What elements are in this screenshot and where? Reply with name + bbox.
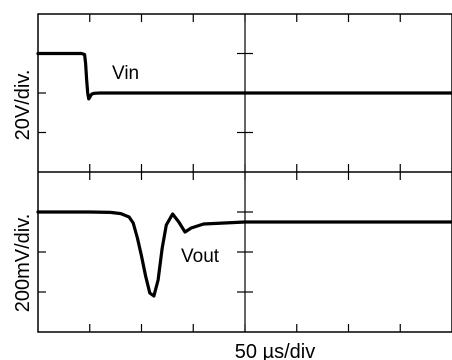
- vin-trace: [36, 51, 452, 101]
- vin-y-axis-label: 20V/div.: [12, 70, 34, 141]
- x-axis-label: 50 µs/div: [235, 341, 315, 360]
- vout-trace: [36, 210, 452, 298]
- trace-layer: [36, 51, 452, 298]
- vout-y-axis-label: 200mV/div.: [12, 214, 34, 313]
- chart-frame: [37, 13, 452, 333]
- vout-series-label: Vout: [181, 246, 220, 267]
- chart-grid: [38, 14, 401, 332]
- vin-series-label: Vin: [112, 63, 139, 84]
- plot-border: [37, 13, 452, 333]
